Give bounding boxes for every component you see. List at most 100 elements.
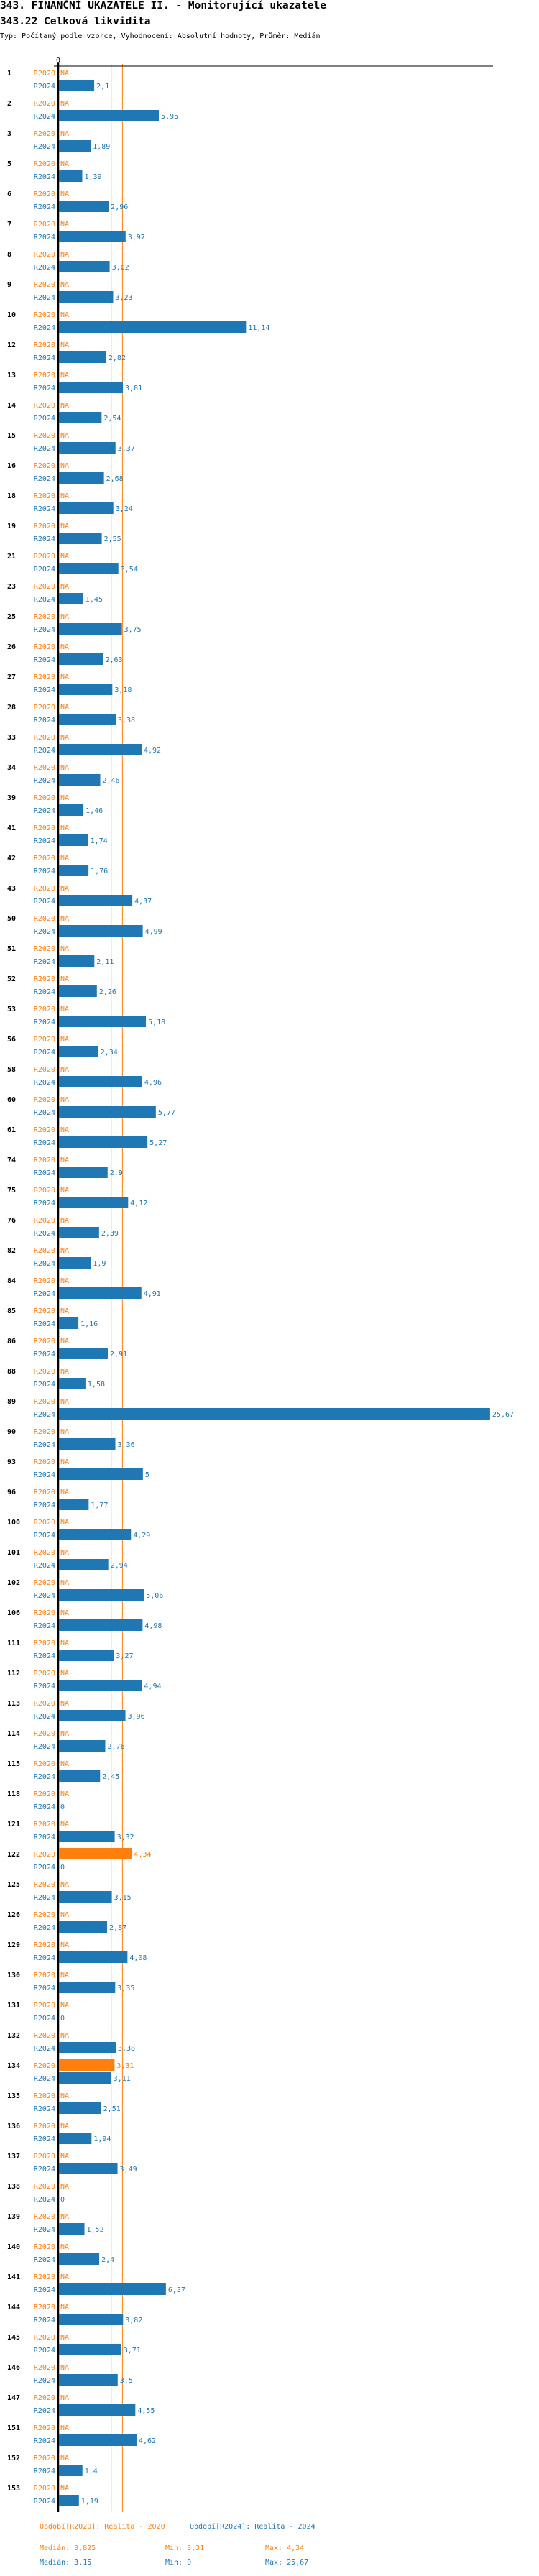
na-label-r2020: NA bbox=[60, 2032, 69, 2040]
value-label-r2024: 3,32 bbox=[117, 1834, 134, 1841]
series-label-r2024: R2024 bbox=[34, 354, 55, 362]
group-label: 112 bbox=[7, 1670, 20, 1678]
value-label-r2024: 4,94 bbox=[144, 1683, 161, 1690]
series-label-r2024: R2024 bbox=[34, 2135, 55, 2143]
series-label-r2020: R2020 bbox=[34, 1489, 55, 1496]
series-label-r2020: R2020 bbox=[34, 553, 55, 561]
value-label-r2024: 3,37 bbox=[118, 445, 135, 453]
value-label-r2024: 1,46 bbox=[86, 807, 103, 815]
series-label-r2020: R2020 bbox=[34, 311, 55, 319]
group-label: 138 bbox=[7, 2183, 20, 2191]
series-label-r2024: R2024 bbox=[34, 2467, 55, 2475]
value-label-r2024: 3,82 bbox=[125, 2317, 142, 2324]
series-label-r2024: R2024 bbox=[34, 445, 55, 453]
na-label-r2020: NA bbox=[60, 2122, 69, 2130]
series-label-r2024: R2024 bbox=[34, 2437, 55, 2445]
series-label-r2024: R2024 bbox=[34, 1260, 55, 1268]
report-title: 343. FINANČNÍ UKAZATELE II. - Monitorují… bbox=[0, 0, 326, 12]
bar-r2024 bbox=[59, 170, 83, 182]
legend-r2020-median: Medián: 3,825 bbox=[40, 2544, 96, 2552]
series-label-r2020: R2020 bbox=[34, 462, 55, 470]
na-label-r2020: NA bbox=[60, 1247, 69, 1255]
bar-r2024 bbox=[59, 1921, 108, 1933]
na-label-r2020: NA bbox=[60, 281, 69, 289]
na-label-r2020: NA bbox=[60, 794, 69, 802]
na-label-r2020: NA bbox=[60, 2364, 69, 2372]
value-label-r2024: 2,26 bbox=[99, 988, 116, 996]
na-label-r2020: NA bbox=[60, 975, 69, 983]
series-label-r2020: R2020 bbox=[34, 1609, 55, 1617]
group-label: 121 bbox=[7, 1821, 20, 1828]
bar-r2024 bbox=[59, 2253, 100, 2265]
bar-r2024 bbox=[59, 442, 116, 454]
series-label-r2024: R2024 bbox=[34, 83, 55, 91]
na-label-r2020: NA bbox=[60, 1096, 69, 1104]
series-label-r2020: R2020 bbox=[34, 734, 55, 742]
bar-r2024 bbox=[59, 80, 95, 91]
series-label-r2020: R2020 bbox=[34, 1941, 55, 1949]
series-label-r2020: R2020 bbox=[34, 1307, 55, 1315]
bar-r2024 bbox=[59, 1106, 156, 1118]
na-label-r2020: NA bbox=[60, 311, 69, 319]
group-label: 2 bbox=[7, 100, 11, 108]
value-label-r2024: 4,99 bbox=[145, 928, 162, 936]
value-label-r2024: 4,08 bbox=[129, 1954, 147, 1962]
group-label: 28 bbox=[7, 704, 16, 712]
value-label-r2024: 2,94 bbox=[111, 1562, 128, 1570]
series-label-r2024: R2024 bbox=[34, 505, 55, 513]
na-label-r2020: NA bbox=[60, 885, 69, 893]
bar-r2024 bbox=[59, 2465, 83, 2476]
value-label-r2024: 3,75 bbox=[124, 626, 142, 634]
value-label-r2024: 2,82 bbox=[109, 354, 126, 362]
series-label-r2024: R2024 bbox=[34, 928, 55, 936]
na-label-r2020: NA bbox=[60, 1639, 69, 1647]
series-label-r2020: R2020 bbox=[34, 1368, 55, 1376]
value-label-r2024: 4,92 bbox=[144, 747, 161, 755]
bar-r2024 bbox=[59, 1257, 91, 1269]
series-label-r2020: R2020 bbox=[34, 1398, 55, 1406]
series-label-r2024: R2024 bbox=[34, 898, 55, 906]
bar-r2024 bbox=[59, 110, 160, 121]
na-label-r2020: NA bbox=[60, 1428, 69, 1436]
series-label-r2024: R2024 bbox=[34, 958, 55, 966]
value-label-r2024: 3,02 bbox=[112, 264, 129, 272]
group-label: 153 bbox=[7, 2485, 20, 2493]
group-label: 3 bbox=[7, 130, 11, 138]
series-label-r2024: R2024 bbox=[34, 2015, 55, 2023]
bar-r2024 bbox=[59, 865, 89, 876]
bar-r2024 bbox=[59, 1831, 115, 1842]
bar-r2024 bbox=[59, 321, 247, 333]
value-label-r2024: 1,74 bbox=[91, 837, 108, 845]
series-label-r2020: R2020 bbox=[34, 1851, 55, 1859]
group-label: 76 bbox=[7, 1217, 16, 1225]
value-label-r2024: 3,24 bbox=[116, 505, 133, 513]
value-label-r2024: 2,39 bbox=[101, 1230, 119, 1238]
group-label: 147 bbox=[7, 2394, 20, 2402]
bar-r2024 bbox=[59, 804, 84, 816]
series-label-r2020: R2020 bbox=[34, 1700, 55, 1708]
value-label-r2024: 3,27 bbox=[116, 1652, 133, 1660]
na-label-r2020: NA bbox=[60, 1489, 69, 1496]
group-label: 10 bbox=[7, 311, 16, 319]
series-label-r2024: R2024 bbox=[34, 1834, 55, 1841]
bar-r2024 bbox=[59, 985, 97, 997]
series-label-r2020: R2020 bbox=[34, 2424, 55, 2432]
series-label-r2020: R2020 bbox=[34, 1639, 55, 1647]
bar-r2024 bbox=[59, 2495, 79, 2506]
value-label-r2024: 2,96 bbox=[111, 203, 128, 211]
na-label-r2020: NA bbox=[60, 1458, 69, 1466]
series-label-r2020: R2020 bbox=[34, 1760, 55, 1768]
group-label: 86 bbox=[7, 1338, 16, 1346]
group-label: 101 bbox=[7, 1549, 20, 1557]
series-label-r2020: R2020 bbox=[34, 190, 55, 198]
series-label-r2020: R2020 bbox=[34, 341, 55, 349]
series-label-r2020: R2020 bbox=[34, 1096, 55, 1104]
series-label-r2024: R2024 bbox=[34, 1592, 55, 1600]
series-label-r2024: R2024 bbox=[34, 1713, 55, 1721]
series-label-r2024: R2024 bbox=[34, 868, 55, 875]
group-label: 56 bbox=[7, 1036, 16, 1044]
series-label-r2020: R2020 bbox=[34, 1821, 55, 1828]
series-label-r2020: R2020 bbox=[34, 1006, 55, 1013]
series-label-r2024: R2024 bbox=[34, 2075, 55, 2083]
bar-r2024 bbox=[59, 502, 114, 514]
